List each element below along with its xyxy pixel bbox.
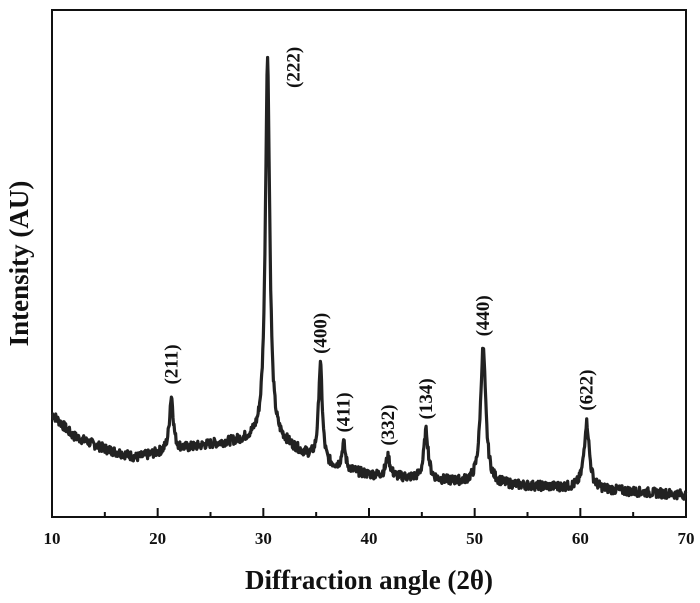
series-layer (50, 55, 688, 501)
series-line (50, 55, 688, 501)
y-axis-title: Intensity (AU) (4, 181, 34, 347)
x-axis-title: Diffraction angle (2θ) (245, 565, 493, 595)
x-tick-label: 50 (466, 529, 483, 548)
peak-label: (222) (284, 47, 305, 88)
x-tick-label: 70 (678, 529, 695, 548)
x-tick-label: 30 (255, 529, 272, 548)
x-tick-label: 60 (572, 529, 589, 548)
plot-frame (51, 9, 687, 518)
x-tick-label: 20 (149, 529, 166, 548)
peak-label: (622) (577, 370, 598, 411)
x-tick-label: 10 (44, 529, 61, 548)
peak-label: (411) (334, 392, 355, 432)
x-tick-label: 40 (361, 529, 378, 548)
peak-label: (400) (310, 313, 331, 354)
peak-label: (440) (473, 295, 494, 336)
peak-label: (332) (378, 405, 399, 446)
plot-border (51, 9, 687, 518)
x-axis-ticks: 10 20 30 40 50 60 70 (44, 508, 695, 548)
peak-label: (211) (161, 344, 182, 384)
peak-label: (134) (416, 378, 437, 419)
peak-labels: (211) (222) (400) (411) (332) (134) (440) (622) (161, 47, 597, 446)
